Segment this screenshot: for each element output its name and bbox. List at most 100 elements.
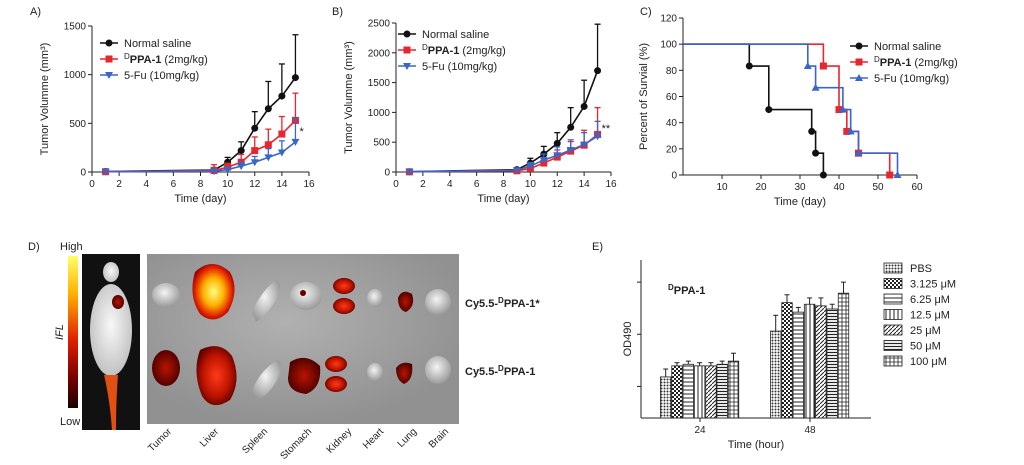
organ-brain-2 xyxy=(425,356,451,384)
x-tick-label: 0 xyxy=(89,179,95,190)
organ-label-stomach: Stomach xyxy=(278,426,314,462)
panel-b: B) 0 500 1000 1500 2000 2500 0 2 4 6 8 10 12 14 16 Time … xyxy=(332,6,617,205)
bar xyxy=(837,292,850,419)
data-point xyxy=(580,102,588,110)
legend-label: 6.25 μM xyxy=(910,294,950,306)
y-tick-label: 60 xyxy=(666,92,678,103)
organ-stomach-2 xyxy=(288,357,321,394)
legend-label: DPPA-1 (2mg/kg) xyxy=(422,43,506,57)
organ-label-tumor: Tumor xyxy=(146,426,174,454)
y-tick-label: 2000 xyxy=(368,48,391,59)
legend-swatch xyxy=(883,309,903,320)
x-tick-label: 12 xyxy=(249,179,261,190)
legend-marker xyxy=(403,30,411,38)
legend-label: DPPA-1 (2mg/kg) xyxy=(874,55,958,69)
organ-label-brain: Brain xyxy=(427,426,451,450)
organ-kidney-1a xyxy=(333,278,355,294)
x-axis-label: Time (day) xyxy=(774,196,826,208)
data-point xyxy=(893,171,902,178)
panel-d-label: D) xyxy=(28,241,40,253)
data-point xyxy=(593,133,602,141)
x-tick-label: 10 xyxy=(222,179,234,190)
y-tick-label: 500 xyxy=(69,119,86,130)
x-tick-label: 48 xyxy=(804,425,816,436)
y-tick-label: 1500 xyxy=(64,22,87,33)
legend-swatch xyxy=(883,262,903,274)
series-line xyxy=(683,43,825,175)
mouse-body xyxy=(90,284,132,376)
y-tick-label: 20 xyxy=(666,144,678,155)
y-tick-label: 80 xyxy=(666,66,678,77)
legend: Normal saline DPPA-1 (2mg/kg) 5-Fu (10mg/k… xyxy=(850,41,958,85)
panel-label: C) xyxy=(640,6,652,18)
y-tick-label: 40 xyxy=(666,118,678,129)
x-tick-label: 8 xyxy=(198,179,204,190)
legend-marker xyxy=(855,42,863,50)
x-tick-label: 12 xyxy=(552,179,564,190)
y-tick-label: 1000 xyxy=(64,70,87,81)
organ-labels: Tumor Liver Spleen Stomach Kidney Heart Lung Br… xyxy=(146,426,451,462)
legend-marker xyxy=(855,74,863,81)
x-axis-label: Time (hour) xyxy=(728,439,784,451)
x-tick-label: 6 xyxy=(474,179,480,190)
series-2 xyxy=(101,117,300,176)
panel-label: E) xyxy=(592,241,603,253)
series-1 xyxy=(405,106,602,176)
x-tick-label: 14 xyxy=(276,179,288,190)
bar xyxy=(727,360,740,419)
organ-liver-1 xyxy=(192,264,235,320)
x-tick-label: 50 xyxy=(872,182,884,193)
data-point xyxy=(819,62,827,70)
legend-label: Normal saline xyxy=(422,29,489,41)
data-point xyxy=(512,167,521,175)
data-point xyxy=(843,127,851,135)
panel-label: B) xyxy=(332,6,343,18)
legend-label: PBS xyxy=(910,263,932,275)
y-axis-label: Tumor Volumme (mm³) xyxy=(39,43,51,156)
organ-label-kidney: Kidney xyxy=(325,426,354,455)
organ-lung-1 xyxy=(398,291,414,312)
significance-annotation: * xyxy=(299,126,304,138)
organ-liver-2 xyxy=(196,346,237,406)
data-point xyxy=(808,127,816,135)
y-tick-label: 0 xyxy=(384,168,390,179)
data-point xyxy=(812,149,820,157)
x-tick-label: 10 xyxy=(525,179,537,190)
panel-label: A) xyxy=(30,6,41,18)
x-tick-label: 24 xyxy=(694,425,706,436)
bar xyxy=(671,365,683,419)
bar xyxy=(781,302,793,419)
data-point xyxy=(854,149,863,157)
data-point xyxy=(278,130,286,138)
organ-brain-1 xyxy=(425,289,451,315)
y-tick-label: 100 xyxy=(660,40,677,51)
legend-label: Normal saline xyxy=(124,38,191,50)
panel-a: A) 0 500 1000 1500 0 2 4 6 8 10 12 14 16 Time (day) Tum… xyxy=(30,6,315,205)
data-point xyxy=(278,92,286,100)
organ-label-lung: Lung xyxy=(396,426,420,450)
legend-marker xyxy=(403,63,411,70)
x-tick-label: 20 xyxy=(755,182,767,193)
data-point xyxy=(250,159,259,167)
x-tick-label: 4 xyxy=(143,179,149,190)
organ-kidney-2a xyxy=(325,356,347,372)
panel-c: C) 0 20 40 60 80 100 120 10 20 30 40 50 60 Time (day) P… xyxy=(638,6,958,208)
organ-kidney-2b xyxy=(325,376,347,392)
legend-marker xyxy=(855,58,863,66)
legend-label: 100 μM xyxy=(910,356,947,368)
y-tick-label: 120 xyxy=(660,14,677,25)
x-tick-label: 2 xyxy=(420,179,426,190)
x-tick-label: 6 xyxy=(171,179,177,190)
data-point xyxy=(765,106,773,114)
bar xyxy=(815,305,827,419)
x-axis-label: Time (day) xyxy=(477,193,529,205)
data-point xyxy=(264,154,273,162)
legend-label: 5-Fu (10mg/kg) xyxy=(874,73,949,85)
legend-label: 5-Fu (10mg/kg) xyxy=(124,70,199,82)
x-tick-label: 60 xyxy=(911,182,923,193)
legend-swatch xyxy=(883,278,903,289)
data-point xyxy=(594,67,602,75)
significance-annotation: ** xyxy=(602,123,611,135)
bar xyxy=(682,363,694,419)
